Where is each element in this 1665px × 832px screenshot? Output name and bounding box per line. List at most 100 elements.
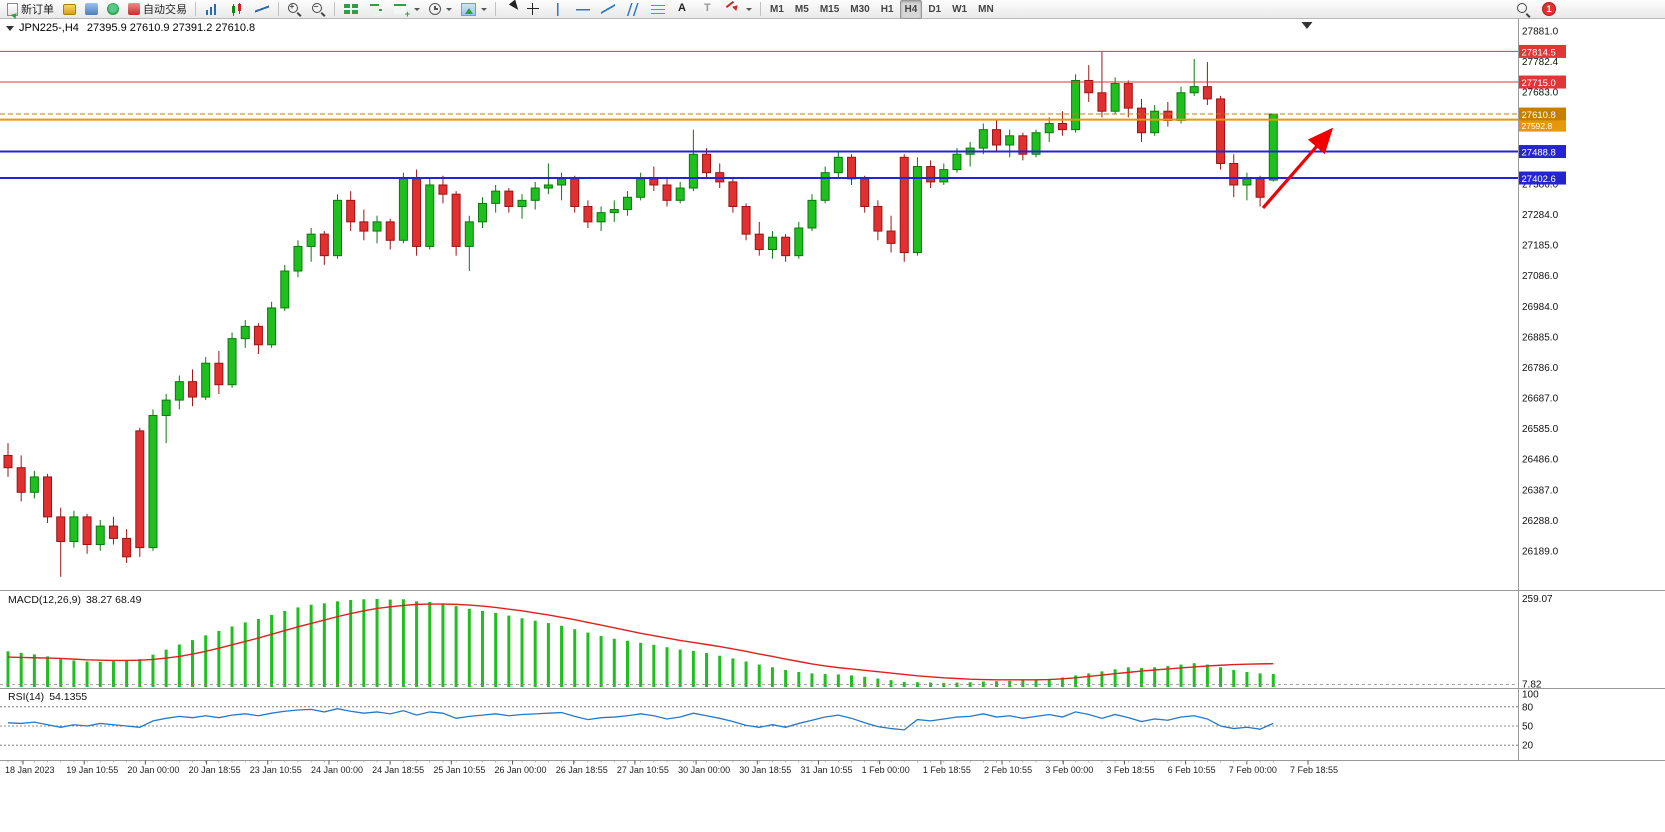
candlestick xyxy=(148,414,158,549)
candlestick-chart-icon xyxy=(229,1,245,17)
candlestick xyxy=(978,129,988,149)
candlestick xyxy=(451,193,461,247)
timeframe-M1[interactable]: M1 xyxy=(770,3,784,15)
timeframe-MN[interactable]: MN xyxy=(978,3,994,15)
fibonacci-button[interactable] xyxy=(646,0,670,19)
candlestick xyxy=(820,172,830,201)
timeframe-M5[interactable]: M5 xyxy=(794,3,809,15)
text-button[interactable] xyxy=(671,0,695,19)
notification-badge[interactable]: 1 xyxy=(1542,2,1556,16)
candlestick xyxy=(214,362,224,386)
candlestick xyxy=(1071,79,1081,131)
macd-histogram-bar xyxy=(467,608,471,687)
candlestick xyxy=(319,233,329,257)
tile-windows-icon xyxy=(343,1,359,17)
candlestick xyxy=(385,221,395,241)
new-chart-icon xyxy=(393,1,410,19)
time-axis-label: 18 Jan 2023 xyxy=(5,765,55,775)
candlestick xyxy=(372,221,382,232)
zoom-out-button[interactable] xyxy=(307,0,330,19)
toolbar-separator xyxy=(278,2,279,16)
rsi-axis-label: 80 xyxy=(1522,702,1534,713)
auto-trading-icon xyxy=(128,3,140,15)
cursor-button[interactable] xyxy=(500,0,520,19)
timeframe-D1[interactable]: D1 xyxy=(928,3,942,15)
macd-histogram-bar xyxy=(1219,667,1223,687)
chart-title: JPN225-,H4 27395.9 27610.9 27391.2 27610… xyxy=(6,22,255,34)
macd-histogram-bar xyxy=(151,654,155,687)
price-level-box xyxy=(1519,120,1566,132)
line-chart-icon xyxy=(254,1,270,17)
macd-histogram-bar xyxy=(1139,667,1143,687)
timeframe-M15[interactable]: M15 xyxy=(819,3,840,15)
text-label-button[interactable] xyxy=(696,0,720,19)
macd-histogram-bar xyxy=(441,603,445,687)
macd-histogram-bar xyxy=(863,676,867,687)
macd-histogram-bar xyxy=(1034,679,1038,687)
trendline-button[interactable] xyxy=(596,0,620,19)
macd-histogram-bar xyxy=(230,626,234,687)
cascade-windows-button[interactable] xyxy=(364,0,388,19)
symbol-dropdown-icon[interactable] xyxy=(6,25,14,31)
candlestick xyxy=(3,454,13,469)
profiles-button[interactable] xyxy=(81,0,102,19)
quotes-button[interactable] xyxy=(59,0,80,19)
candlestick xyxy=(1255,178,1265,198)
zoom-in-button[interactable] xyxy=(283,0,306,19)
search-icon[interactable] xyxy=(1516,2,1531,17)
channel-button[interactable] xyxy=(621,0,645,19)
bar-chart-button[interactable] xyxy=(200,0,224,19)
candlestick-chart-button[interactable] xyxy=(225,0,249,19)
timeframe-W1[interactable]: W1 xyxy=(952,3,968,15)
trend-arrow-annotation[interactable] xyxy=(1261,127,1334,210)
macd-histogram-bar xyxy=(810,673,814,687)
line-chart-button[interactable] xyxy=(250,0,274,19)
macd-histogram-bar xyxy=(678,649,682,687)
candlestick xyxy=(886,230,896,244)
template-icon xyxy=(461,2,476,16)
macd-histogram-bar xyxy=(731,658,735,687)
macd-histogram-bar xyxy=(111,661,115,687)
macd-histogram-bar xyxy=(309,604,313,687)
candlestick xyxy=(82,516,92,546)
arrow-object-icon xyxy=(725,2,741,17)
macd-histogram-bar xyxy=(1179,664,1183,687)
time-axis-label: 30 Jan 00:00 xyxy=(678,765,730,775)
new-chart-button[interactable] xyxy=(389,0,424,19)
crosshair-icon xyxy=(525,1,541,17)
time-axis-label: 7 Feb 00:00 xyxy=(1229,765,1277,775)
macd-histogram-bar xyxy=(625,640,629,687)
arrows-button[interactable] xyxy=(721,0,756,19)
crosshair-button[interactable] xyxy=(521,0,545,19)
price-level-box xyxy=(1519,145,1566,159)
auto-trading-button[interactable]: 自动交易 xyxy=(124,0,191,19)
timeframe-H4[interactable]: H4 xyxy=(899,0,923,19)
time-axis-label: 20 Jan 18:55 xyxy=(189,765,241,775)
chart-shift-marker-icon[interactable] xyxy=(1301,22,1313,29)
candlestick xyxy=(557,178,567,186)
candlestick xyxy=(847,156,857,180)
channel-icon xyxy=(622,1,644,17)
templates-button[interactable] xyxy=(457,0,491,19)
timeframe-M30[interactable]: M30 xyxy=(850,3,870,15)
time-axis-label: 19 Jan 10:55 xyxy=(66,765,118,775)
support-button[interactable] xyxy=(103,0,123,19)
periods-button[interactable] xyxy=(425,0,456,19)
chevron-down-icon xyxy=(414,7,420,11)
timeframe-H1[interactable]: H1 xyxy=(880,3,894,15)
candlestick xyxy=(1110,83,1120,112)
macd-histogram-bar xyxy=(1205,664,1209,687)
macd-histogram-bar xyxy=(415,601,419,687)
cascade-windows-icon xyxy=(368,1,384,17)
vertical-line-button[interactable] xyxy=(546,0,570,19)
candlestick xyxy=(1097,92,1107,112)
candlestick xyxy=(1268,113,1278,181)
horizontal-line-button[interactable] xyxy=(571,0,595,19)
macd-histogram-bar xyxy=(968,682,972,687)
new-order-button[interactable]: 新订单 xyxy=(3,0,58,19)
time-axis-label: 24 Jan 00:00 xyxy=(311,765,363,775)
tile-windows-button[interactable] xyxy=(339,0,363,19)
macd-histogram-bar xyxy=(138,659,142,687)
macd-histogram-bar xyxy=(125,660,129,687)
